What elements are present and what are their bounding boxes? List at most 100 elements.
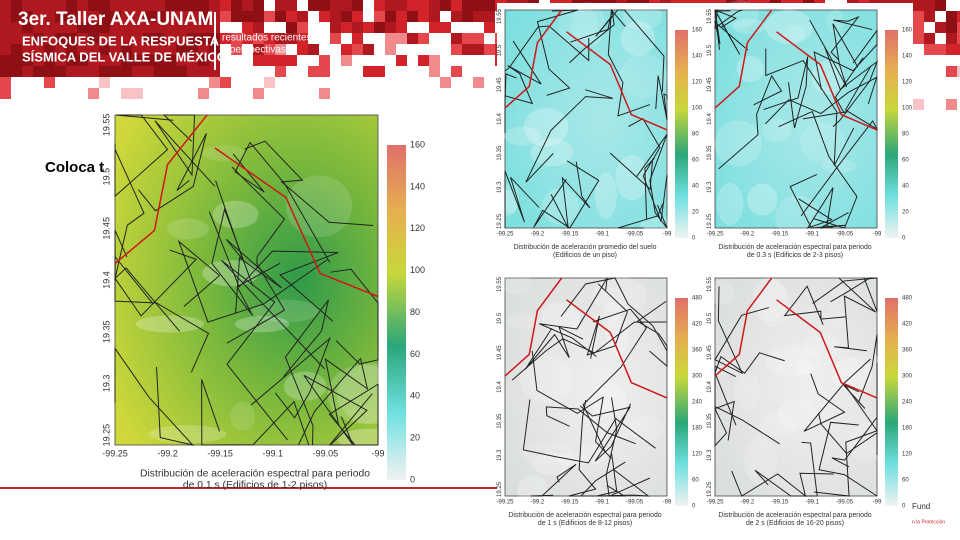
boundary	[714, 277, 878, 399]
mosaic-tile	[0, 88, 11, 99]
road	[177, 239, 328, 323]
colorbar-tick-label: 60	[410, 349, 420, 359]
colorbar-tick-label: 20	[410, 433, 420, 443]
road	[211, 207, 281, 316]
road	[539, 277, 608, 357]
mosaic-tile	[132, 88, 143, 99]
header-subtitle: SÍSMICA DEL VALLE DE MÉXICO	[22, 49, 227, 64]
colorbar-tick-label: 0	[692, 504, 696, 510]
mosaic-tile	[462, 0, 473, 11]
colorbar-tick-label: 40	[410, 391, 420, 401]
mosaic-tile	[165, 0, 176, 11]
mosaic-tile	[154, 22, 165, 33]
road	[303, 374, 378, 446]
body-text: Coloca t	[45, 159, 104, 176]
mosaic-tile	[110, 22, 121, 33]
colorbar-tick-label: 360	[902, 348, 913, 354]
mosaic-tile	[55, 55, 66, 66]
mosaic-tile	[176, 44, 187, 55]
colorbar-tick-label: 120	[902, 80, 913, 86]
mosaic-tile	[451, 0, 462, 11]
x-tick-label: -99	[663, 500, 672, 506]
road	[154, 114, 216, 187]
mosaic-tile	[429, 66, 440, 77]
mosaic-tile	[473, 11, 484, 22]
road	[718, 74, 783, 170]
x-tick-label: -99	[663, 232, 672, 238]
mosaic-tile	[385, 33, 396, 44]
map: -99.25 -99.2 -99.15 -99.1 -99.05 -99 19.55 19.5…	[706, 0, 913, 259]
mosaic-tile	[132, 44, 143, 55]
mosaic-tile	[33, 33, 44, 44]
colorbar-tick-label: 0	[902, 236, 906, 242]
mosaic-tile	[154, 44, 165, 55]
map-blob	[212, 200, 259, 229]
mosaic-tile	[231, 0, 242, 11]
map-blob	[757, 280, 790, 328]
colorbar-tick-label: 240	[692, 400, 703, 406]
mosaic-tile	[385, 22, 396, 33]
map-blob	[731, 18, 768, 34]
mosaic-tile	[0, 44, 11, 55]
road	[636, 300, 668, 368]
road	[731, 470, 834, 498]
mosaic-tile	[33, 66, 44, 77]
mosaic-tile	[33, 44, 44, 55]
road	[504, 25, 590, 72]
colorbar-tick-label: 80	[692, 132, 699, 138]
mosaic-tile	[275, 33, 286, 44]
road	[582, 308, 647, 453]
mosaic-tile	[99, 66, 110, 77]
x-tick-label: -99.15	[207, 448, 233, 458]
mosaic-tile	[121, 55, 132, 66]
x-tick-label: -99.05	[313, 448, 339, 458]
map-blob	[519, 356, 573, 403]
road	[330, 268, 379, 365]
mosaic-tile	[451, 44, 462, 55]
mosaic-tile	[396, 33, 407, 44]
mosaic-tile	[352, 22, 363, 33]
mosaic-tile	[253, 22, 264, 33]
colorbar-tick-label: 0	[410, 474, 415, 484]
mosaic-tile	[110, 0, 121, 11]
mosaic-tile	[66, 0, 77, 11]
mosaic-tile	[396, 0, 407, 11]
mosaic-tile	[44, 66, 55, 77]
boundary	[504, 277, 668, 399]
mosaic-tile	[154, 66, 165, 77]
y-tick-label: 19.55	[707, 8, 713, 24]
x-tick-label: -99.25	[496, 232, 514, 238]
x-tick-label: -99.05	[626, 232, 644, 238]
map-blob	[752, 277, 788, 322]
mosaic-tile	[176, 0, 187, 11]
mosaic-tile	[77, 44, 88, 55]
map-blob	[517, 475, 549, 507]
mosaic-tile	[319, 11, 330, 22]
map-blob	[828, 286, 847, 331]
mosaic-tile	[165, 55, 176, 66]
map-blob	[716, 182, 744, 226]
x-tick-label: -99.15	[771, 232, 789, 238]
colorbar-tick-label: 120	[692, 80, 703, 86]
mosaic-tile	[44, 22, 55, 33]
colorbar-tick-label: 100	[902, 106, 913, 112]
x-tick-label: -99.2	[531, 500, 545, 506]
mosaic-tile	[154, 11, 165, 22]
mosaic-tile	[33, 22, 44, 33]
mosaic-tile	[121, 33, 132, 44]
map-blob	[799, 123, 846, 164]
x-tick-label: -99.25	[496, 500, 514, 506]
map-caption: de 1 s (Edificios de 8-12 pisos)	[538, 520, 632, 527]
y-tick-label: 19.5	[101, 168, 111, 186]
mosaic-tile	[484, 22, 495, 33]
mosaic-tile	[913, 11, 924, 22]
road	[569, 9, 615, 64]
mosaic-tile	[341, 44, 352, 55]
mosaic-tile	[110, 11, 121, 22]
road	[765, 48, 855, 166]
mosaic-tile	[55, 11, 66, 22]
y-tick-label: 19.45	[497, 77, 503, 93]
x-tick-label: -99.05	[836, 500, 854, 506]
mosaic-tile	[198, 11, 209, 22]
map-blob	[541, 302, 580, 335]
